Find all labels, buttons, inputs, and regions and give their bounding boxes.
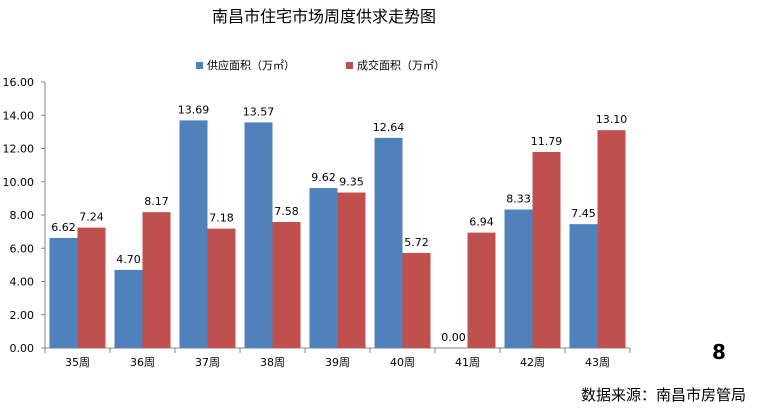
supply-bar [244, 122, 273, 349]
x-tick-label: 36周 [130, 356, 155, 369]
legend-label-transaction: 成交面积（万㎡） [357, 58, 445, 72]
transaction-bar [337, 192, 366, 348]
y-tick-label: 12.00 [3, 143, 35, 156]
transaction-bar [142, 212, 171, 348]
transaction-data-label: 9.35 [339, 176, 364, 189]
transaction-data-label: 5.72 [404, 236, 429, 249]
x-tick-label: 37周 [195, 356, 220, 369]
x-axis-ticks: 35周 36周 37周 38周 39周 40周 41周 42周 43周 [44, 348, 631, 369]
transaction-bar [532, 151, 561, 348]
x-tick-label: 41周 [455, 356, 480, 369]
supply-bar [504, 209, 533, 348]
supply-data-label: 9.62 [311, 171, 336, 184]
data-labels: 6.62 4.70 13.69 13.57 9.62 12.64 0.00 8.33 7.45 7… [51, 103, 627, 344]
supply-data-label: 13.69 [178, 103, 210, 116]
transaction-bar [207, 228, 236, 348]
transaction-bar [597, 130, 626, 348]
y-axis-ticks: 0.00 2.00 4.00 6.00 8.00 10.00 12.00 14.00 16.00 [3, 76, 45, 355]
transaction-data-label: 6.94 [469, 216, 494, 229]
supply-bar [309, 188, 338, 348]
transaction-bar [402, 252, 431, 348]
supply-data-label: 0.00 [441, 331, 466, 344]
transaction-data-label: 7.24 [79, 211, 104, 224]
page-number: 8 [712, 340, 726, 364]
transaction-data-label: 8.17 [144, 195, 169, 208]
y-tick-label: 2.00 [10, 309, 35, 322]
x-tick-label: 35周 [65, 356, 90, 369]
transaction-data-label: 11.79 [531, 135, 563, 148]
transaction-data-label: 7.18 [209, 212, 234, 225]
supply-bar [114, 269, 143, 348]
supply-data-label: 12.64 [373, 121, 405, 134]
supply-data-label: 7.45 [571, 207, 596, 220]
y-tick-label: 0.00 [10, 342, 35, 355]
y-tick-label: 4.00 [10, 276, 35, 289]
transaction-data-label: 13.10 [596, 113, 628, 126]
y-tick-label: 10.00 [3, 176, 35, 189]
x-tick-label: 43周 [585, 356, 610, 369]
x-tick-label: 42周 [520, 356, 545, 369]
supply-data-label: 8.33 [506, 193, 531, 206]
supply-data-label: 6.62 [51, 221, 76, 234]
data-source: 数据来源：南昌市房管局 [581, 386, 747, 404]
x-tick-label: 40周 [390, 356, 415, 369]
y-tick-label: 16.00 [3, 76, 35, 89]
legend: 供应面积（万㎡） 成交面积（万㎡） [196, 58, 445, 72]
y-tick-label: 14.00 [3, 109, 35, 122]
transaction-bar [272, 221, 301, 348]
supply-bar [374, 137, 403, 348]
supply-bar [49, 237, 78, 348]
legend-label-supply: 供应面积（万㎡） [207, 58, 295, 72]
chart-title: 南昌市住宅市场周度供求走势图 [212, 7, 436, 26]
transaction-bar [77, 227, 106, 348]
legend-swatch-supply [196, 62, 203, 69]
supply-data-label: 4.70 [116, 253, 141, 266]
bars [49, 120, 626, 349]
supply-bar [569, 224, 598, 348]
supply-data-label: 13.57 [243, 105, 275, 118]
transaction-data-label: 7.58 [274, 205, 299, 218]
y-tick-label: 6.00 [10, 242, 35, 255]
x-tick-label: 38周 [260, 356, 285, 369]
transaction-bar [467, 232, 496, 348]
legend-swatch-transaction [346, 62, 353, 69]
x-tick-label: 39周 [325, 356, 350, 369]
y-tick-label: 8.00 [10, 209, 35, 222]
supply-bar [179, 120, 208, 348]
